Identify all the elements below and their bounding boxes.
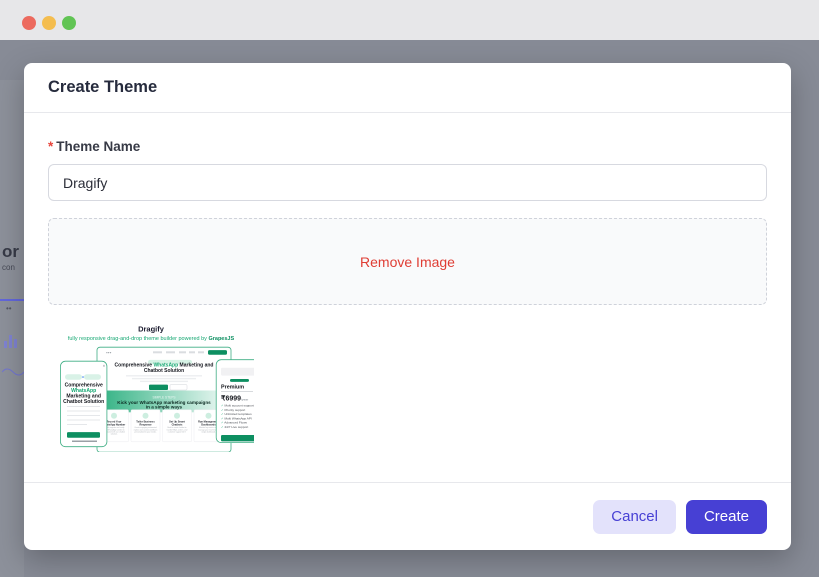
svg-text:Chatbots: Chatbots	[172, 423, 183, 426]
svg-text:Dashboards: Dashboards	[201, 423, 216, 426]
svg-text:✓ 24/7 Live support: ✓ 24/7 Live support	[221, 425, 248, 429]
svg-text:fully responsive drag-and-drop: fully responsive drag-and-drop theme bui…	[68, 336, 235, 342]
svg-text:in a simple ways: in a simple ways	[146, 405, 183, 410]
svg-text:Dragify: Dragify	[138, 325, 165, 334]
svg-text:solution.: solution.	[111, 433, 118, 436]
svg-text:Premium: Premium	[221, 385, 244, 391]
svg-text:personalized to your needs.: personalized to your needs.	[134, 430, 157, 433]
svg-text:●●●: ●●●	[106, 350, 112, 354]
svg-text:Chatbot Solution: Chatbot Solution	[63, 399, 104, 405]
svg-text:✕: ✕	[103, 364, 106, 368]
svg-text:single dashboard.: single dashboard.	[201, 431, 216, 433]
svg-text:Chatbot Solution: Chatbot Solution	[144, 368, 184, 374]
svg-text:Response: Response	[140, 423, 153, 426]
svg-text:customer support 24/7.: customer support 24/7.	[168, 430, 187, 433]
